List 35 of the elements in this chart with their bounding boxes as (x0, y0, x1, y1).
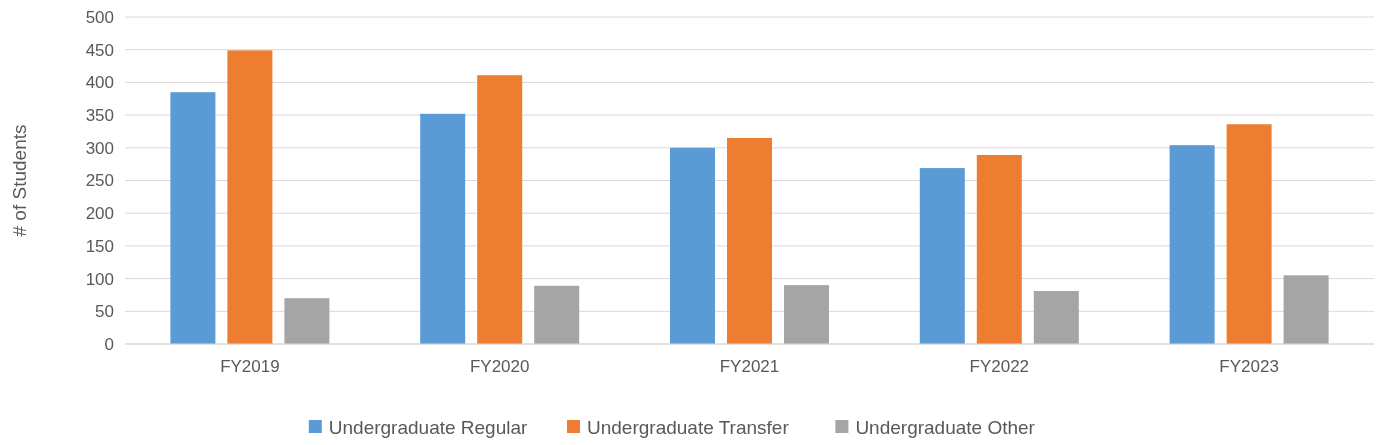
y-tick-label: 100 (85, 269, 114, 289)
bar (976, 154, 1022, 344)
bar (1283, 275, 1329, 344)
bar (784, 285, 829, 344)
y-tick-label: 450 (85, 40, 114, 60)
legend-label: Undergraduate Other (855, 416, 1036, 438)
bar (477, 75, 523, 344)
bar (534, 285, 580, 344)
y-tick-label: 0 (104, 334, 114, 354)
legend-label: Undergraduate Transfer (587, 416, 790, 438)
bar (919, 168, 965, 344)
y-tick-label: 300 (85, 138, 114, 158)
bar (727, 137, 772, 344)
y-tick-label: 250 (85, 171, 114, 191)
x-tick-label: FY2021 (719, 357, 780, 376)
bar (227, 50, 273, 344)
legend-label: Undergraduate Regular (328, 416, 529, 438)
y-tick-label: 150 (85, 236, 114, 256)
bar (1169, 145, 1215, 344)
bar (670, 147, 715, 344)
bar (420, 113, 466, 344)
bar (284, 298, 330, 344)
y-tick-label: 400 (85, 73, 114, 93)
y-tick-label: 500 (85, 7, 114, 27)
bar (170, 92, 216, 344)
bar (1226, 124, 1272, 344)
y-tick-label: 200 (85, 204, 114, 224)
y-tick-label: 50 (95, 302, 114, 322)
x-tick-label: FY2020 (469, 357, 530, 376)
y-tick-label: 350 (85, 106, 114, 126)
bar (1033, 291, 1079, 344)
x-tick-label: FY2022 (969, 357, 1030, 376)
y-axis-title: # of Students (9, 124, 30, 237)
x-tick-label: FY2023 (1219, 357, 1279, 376)
x-tick-label: FY2019 (220, 357, 280, 376)
